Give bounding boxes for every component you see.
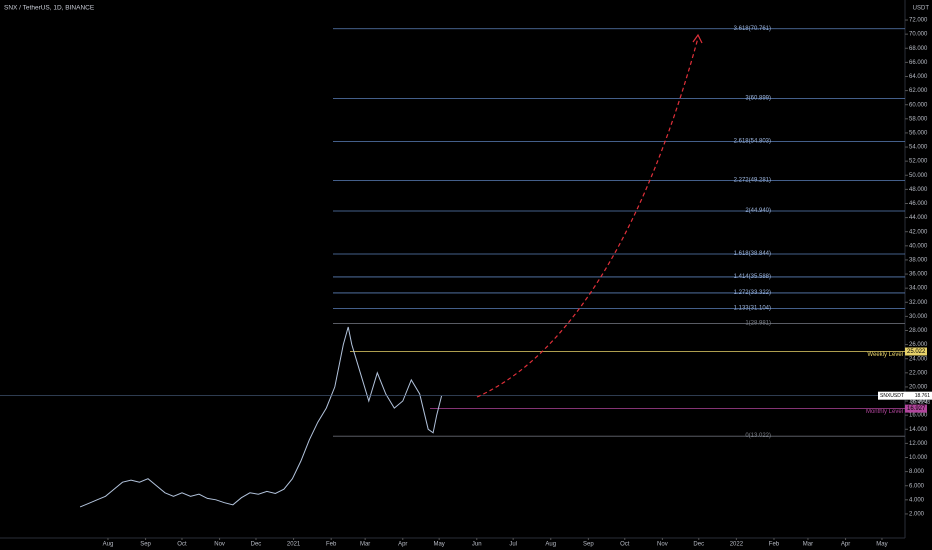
price-tag (905, 404, 927, 413)
y-tick-label: 26.000 (909, 342, 928, 348)
fib-label: 1(28.981) (745, 321, 771, 327)
x-tick-label: Nov (657, 542, 668, 548)
fib-label: 1.414(35.588) (734, 274, 771, 280)
x-tick-label: Oct (177, 542, 187, 548)
y-tick-label: 48.000 (909, 187, 928, 193)
x-tick-label: Oct (620, 542, 630, 548)
y-tick-label: 20.000 (909, 385, 928, 391)
y-tick-label: 40.000 (909, 243, 928, 249)
y-tick-label: 18.000 (909, 399, 928, 405)
y-tick-label: 46.000 (909, 201, 928, 207)
x-tick-label: Feb (769, 542, 780, 548)
projection-arrow (692, 33, 703, 44)
y-tick-label: 28.000 (909, 328, 928, 334)
x-tick-label: Feb (326, 542, 337, 548)
y-tick-label: 54.000 (909, 145, 928, 151)
y-tick-label: 42.000 (909, 229, 928, 235)
x-tick-label: Nov (214, 542, 225, 548)
price-line (79, 326, 443, 508)
countdown: 10:49:48 (911, 400, 931, 406)
y-tick-label: 38.000 (909, 258, 928, 264)
fib-label: 2.618(54.803) (734, 138, 771, 144)
x-tick-label: Apr (841, 542, 850, 548)
fib-label: 1.272(33.322) (734, 290, 771, 296)
x-tick-label: 2021 (287, 542, 301, 548)
y-tick-label: 2.000 (909, 512, 925, 518)
y-tick-label: 56.000 (909, 131, 928, 137)
x-tick-label: Apr (398, 542, 407, 548)
y-tick-label: 62.000 (909, 88, 928, 94)
x-tick-label: Sep (140, 542, 151, 548)
currency-label: USDT (913, 6, 930, 12)
y-tick-label: 6.000 (909, 483, 925, 489)
y-tick-label: 36.000 (909, 272, 928, 278)
last-price-label: 18.761 (915, 393, 931, 399)
y-tick-label: 72.000 (909, 18, 928, 24)
y-tick-label: 4.000 (909, 497, 925, 503)
fib-label: 2.272(49.281) (734, 177, 771, 183)
series-name: SNXUSDT (880, 393, 904, 399)
y-tick-label: 16.000 (909, 413, 928, 419)
level-label: Monthly Level (866, 409, 903, 415)
y-tick-label: 60.000 (909, 102, 928, 108)
y-tick-label: 58.000 (909, 116, 928, 122)
fib-label: 3(60.899) (745, 95, 771, 101)
y-tick-label: 66.000 (909, 60, 928, 66)
x-tick-label: Mar (360, 542, 370, 548)
last-price-tag (878, 391, 932, 400)
x-tick-label: 2022 (730, 542, 744, 548)
y-tick-label: 68.000 (909, 46, 928, 52)
y-tick-label: 10.000 (909, 455, 928, 461)
x-tick-label: Aug (545, 542, 556, 548)
y-tick-label: 30.000 (909, 314, 928, 320)
x-tick-label: Jul (509, 542, 517, 548)
y-tick-label: 64.000 (909, 74, 928, 80)
x-tick-label: May (876, 542, 887, 548)
y-tick-label: 70.000 (909, 32, 928, 38)
x-tick-label: Aug (103, 542, 114, 548)
y-tick-label: 34.000 (909, 286, 928, 292)
price-tag-label: 16.927 (907, 406, 926, 412)
fib-label: 0(13.022) (745, 433, 771, 439)
price-tag-label: 25.022 (907, 349, 926, 355)
x-tick-label: Mar (803, 542, 813, 548)
price-tag (905, 347, 927, 356)
projection-curve (476, 37, 699, 398)
fib-label: 2(44.940) (745, 208, 771, 214)
y-tick-label: 22.000 (909, 370, 928, 376)
x-tick-label: Dec (693, 542, 704, 548)
fib-label: 3.618(70.761) (734, 26, 771, 32)
y-tick-label: 44.000 (909, 215, 928, 221)
level-label: Weekly Level (867, 352, 903, 358)
x-tick-label: Jun (472, 542, 482, 548)
y-tick-label: 24.000 (909, 356, 928, 362)
y-tick-label: 12.000 (909, 441, 928, 447)
fib-label: 1.618(38.844) (734, 251, 771, 257)
fib-label: 1.133(31.104) (734, 306, 771, 312)
x-tick-label: Dec (251, 542, 262, 548)
chart-title: SNX / TetherUS, 1D, BINANCE (4, 5, 95, 12)
y-tick-label: 32.000 (909, 300, 928, 306)
x-tick-label: May (433, 542, 444, 548)
x-tick-label: Sep (583, 542, 594, 548)
y-tick-label: 52.000 (909, 159, 928, 165)
y-tick-label: 14.000 (909, 427, 928, 433)
y-tick-label: 8.000 (909, 469, 925, 475)
y-tick-label: 50.000 (909, 173, 928, 179)
